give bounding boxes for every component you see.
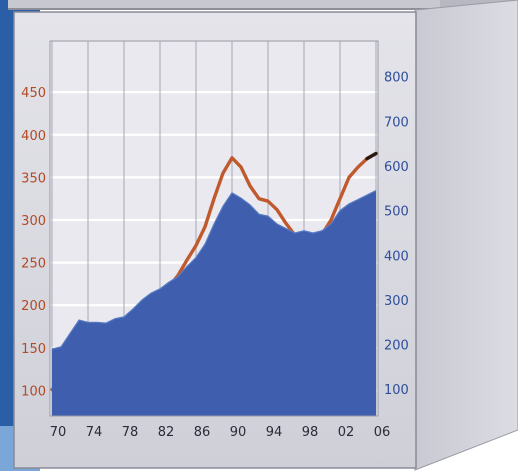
area-series-edge-1 <box>51 190 377 350</box>
x-tick-label: 70 <box>50 425 67 440</box>
x-tick-label: 74 <box>86 425 103 440</box>
x-tick-label: 98 <box>302 425 319 440</box>
x-tick-label: 78 <box>122 425 139 440</box>
left-tick-label: 100 <box>21 384 46 399</box>
right-tick-label: 700 <box>384 115 409 130</box>
left-tick-label: 250 <box>21 257 46 272</box>
top-rod <box>8 0 440 10</box>
series-layer <box>50 151 378 416</box>
axis-labels: 100 150 200 250 300 350 400 450 100 200 300 400 500 6… <box>21 71 409 440</box>
right-tick-label: 100 <box>384 383 409 398</box>
x-tick-label: 94 <box>266 425 283 440</box>
left-tick-label: 350 <box>21 171 46 186</box>
left-tick-label: 150 <box>21 342 46 357</box>
plot-border <box>49 40 379 417</box>
area-series-1 <box>52 190 376 416</box>
top-rod-shadow <box>8 8 440 10</box>
x-tick-label: 02 <box>338 425 355 440</box>
left-tick-label: 200 <box>21 299 46 314</box>
right-tick-label: 600 <box>384 160 409 175</box>
x-tick-label: 06 <box>374 425 391 440</box>
x-tick-label: 90 <box>230 425 247 440</box>
right-tick-label: 500 <box>384 205 409 220</box>
right-tick-label: 200 <box>384 339 409 354</box>
right-tick-label: 300 <box>384 294 409 309</box>
right-tick-label: 800 <box>384 71 409 86</box>
left-tick-label: 300 <box>21 214 46 229</box>
right-tick-label: 400 <box>384 249 409 264</box>
left-tick-label: 450 <box>21 86 46 101</box>
x-tick-label: 82 <box>158 425 175 440</box>
left-tick-label: 400 <box>21 129 46 144</box>
line-series-end <box>365 151 378 161</box>
x-tick-label: 86 <box>194 425 211 440</box>
box-side-panel <box>414 0 518 471</box>
